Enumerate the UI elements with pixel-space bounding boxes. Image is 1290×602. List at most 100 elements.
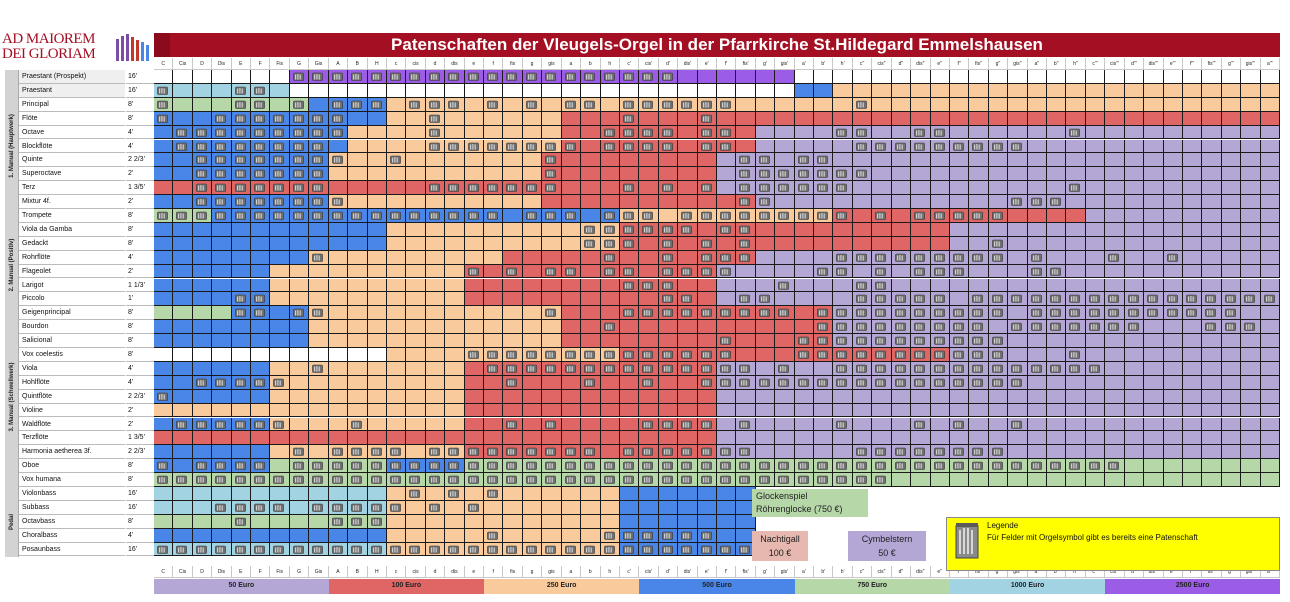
pipe-cell[interactable] [289,264,310,279]
pipe-cell[interactable] [484,222,504,237]
pipe-cell[interactable] [1241,209,1261,223]
pipe-cell[interactable] [852,125,873,140]
pipe-cell[interactable] [561,167,582,182]
pipe-cell[interactable] [600,125,620,140]
pipe-cell[interactable] [1241,473,1261,487]
pipe-cell[interactable] [328,389,349,404]
pipe-cell[interactable] [969,361,989,376]
pipe-cell[interactable] [872,195,892,209]
pipe-cell[interactable] [1221,83,1242,98]
pipe-cell[interactable] [930,139,950,154]
pipe-cell[interactable] [949,181,970,196]
pipe-cell[interactable] [775,375,795,390]
pipe-cell[interactable] [755,70,776,84]
pipe-cell[interactable] [755,389,776,404]
pipe-cell[interactable] [348,167,368,182]
pipe-cell[interactable] [736,473,756,487]
pipe-cell[interactable] [309,334,329,348]
pipe-cell[interactable] [814,348,834,362]
pipe-cell[interactable] [386,139,407,154]
pipe-cell[interactable] [1260,97,1280,112]
pipe-cell[interactable] [930,459,950,474]
pipe-cell[interactable] [1163,389,1183,404]
pipe-cell[interactable] [619,209,640,223]
pipe-cell[interactable] [1221,250,1242,265]
pipe-cell[interactable] [1066,111,1086,126]
pipe-cell[interactable] [173,181,193,196]
pipe-cell[interactable] [212,500,232,515]
pipe-cell[interactable] [988,181,1009,196]
pipe-cell[interactable] [872,167,892,182]
pipe-cell[interactable] [755,209,776,223]
pipe-cell[interactable] [367,500,387,515]
pipe-cell[interactable] [794,431,815,446]
pipe-cell[interactable] [891,292,912,307]
pipe-cell[interactable] [173,97,193,112]
pipe-cell[interactable] [988,306,1009,321]
pipe-cell[interactable] [348,514,368,529]
pipe-cell[interactable] [1085,83,1106,98]
pipe-cell[interactable] [503,139,523,154]
pipe-cell[interactable] [1085,125,1106,140]
pipe-cell[interactable] [1260,139,1280,154]
pipe-cell[interactable] [1221,292,1242,307]
pipe-cell[interactable] [988,459,1009,474]
pipe-cell[interactable] [581,264,601,279]
pipe-cell[interactable] [969,139,989,154]
pipe-cell[interactable] [231,236,252,251]
pipe-cell[interactable] [949,445,970,460]
pipe-cell[interactable] [386,222,407,237]
pipe-cell[interactable] [736,361,756,376]
pipe-cell[interactable] [212,459,232,474]
pipe-cell[interactable] [1105,320,1125,335]
pipe-cell[interactable] [386,528,407,543]
pipe-cell[interactable] [231,181,252,196]
pipe-cell[interactable] [173,500,193,515]
pipe-cell[interactable] [794,97,815,112]
pipe-cell[interactable] [911,167,931,182]
pipe-cell[interactable] [406,348,426,362]
pipe-cell[interactable] [309,403,329,418]
pipe-cell[interactable] [1047,236,1067,251]
pipe-cell[interactable] [852,473,873,487]
pipe-cell[interactable] [814,361,834,376]
pipe-cell[interactable] [658,209,679,223]
pipe-cell[interactable] [154,445,174,460]
pipe-cell[interactable] [348,361,368,376]
pipe-cell[interactable] [775,209,795,223]
pipe-cell[interactable] [600,375,620,390]
pipe-cell[interactable] [328,181,349,196]
pipe-cell[interactable] [794,111,815,126]
pipe-cell[interactable] [736,278,756,293]
pipe-cell[interactable] [328,403,349,418]
pipe-cell[interactable] [1221,195,1242,209]
pipe-cell[interactable] [173,348,193,362]
pipe-cell[interactable] [717,222,737,237]
pipe-cell[interactable] [581,236,601,251]
pipe-cell[interactable] [192,181,213,196]
pipe-cell[interactable] [794,334,815,348]
pipe-cell[interactable] [464,514,485,529]
pipe-cell[interactable] [425,514,446,529]
pipe-cell[interactable] [542,264,562,279]
pipe-cell[interactable] [309,111,329,126]
pipe-cell[interactable] [464,487,485,501]
pipe-cell[interactable] [852,111,873,126]
pipe-cell[interactable] [173,473,193,487]
pipe-cell[interactable] [678,403,698,418]
pipe-cell[interactable] [581,222,601,237]
pipe-cell[interactable] [561,542,582,557]
pipe-cell[interactable] [1144,167,1164,182]
pipe-cell[interactable] [542,139,562,154]
pipe-cell[interactable] [658,542,679,557]
pipe-cell[interactable] [212,125,232,140]
pipe-cell[interactable] [1008,403,1028,418]
pipe-cell[interactable] [1144,209,1164,223]
pipe-cell[interactable] [891,209,912,223]
pipe-cell[interactable] [1027,111,1048,126]
pipe-cell[interactable] [406,514,426,529]
pipe-cell[interactable] [348,236,368,251]
pipe-cell[interactable] [289,403,310,418]
pipe-cell[interactable] [270,445,290,460]
pipe-cell[interactable] [717,348,737,362]
